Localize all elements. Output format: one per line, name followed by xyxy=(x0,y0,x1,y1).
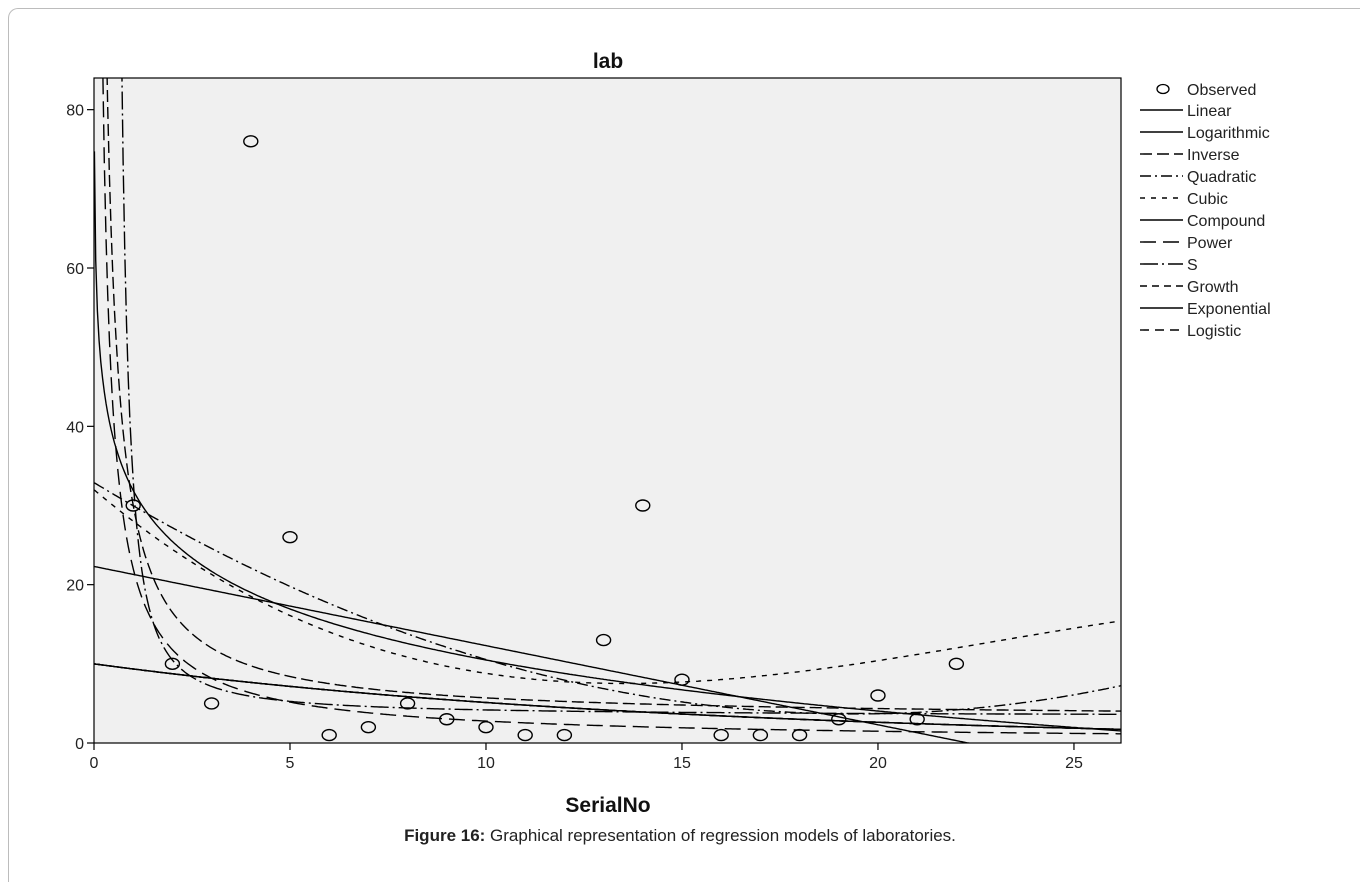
legend-label: Compound xyxy=(1187,213,1265,230)
curve-linear xyxy=(94,565,972,743)
observed-point xyxy=(556,728,573,742)
x-tick-label: 20 xyxy=(869,755,887,772)
legend-label: Logistic xyxy=(1187,323,1241,340)
axes: 0 20 40 60 80 0 5 10 15 20 25 xyxy=(66,103,1083,772)
curve-logistic xyxy=(94,663,1121,730)
x-tick-label: 25 xyxy=(1065,755,1083,772)
plot-area xyxy=(93,77,1122,744)
chart-title: lab xyxy=(593,50,623,73)
observed-point xyxy=(595,633,612,647)
legend-label: Power xyxy=(1187,235,1233,252)
observed-point xyxy=(752,728,769,742)
observed-point xyxy=(125,499,141,512)
y-tick-label: 40 xyxy=(66,419,84,436)
y-tick-label: 20 xyxy=(66,578,84,595)
curve-cubic xyxy=(94,489,1121,685)
observed-point xyxy=(948,657,965,671)
observed-point xyxy=(164,657,181,671)
x-axis-label: SerialNo xyxy=(565,794,650,817)
x-tick-label: 10 xyxy=(477,755,495,772)
caption-text: Graphical representation of regression m… xyxy=(485,826,956,845)
observed-point xyxy=(243,135,259,148)
observed-point xyxy=(713,728,729,742)
observed-point xyxy=(909,713,925,726)
fit-curves xyxy=(94,78,1121,743)
y-tick-label: 80 xyxy=(66,103,84,120)
curve-logarithmic xyxy=(94,151,1121,732)
observed-point xyxy=(360,720,377,734)
y-tick-label: 60 xyxy=(66,261,84,278)
legend-label: Logarithmic xyxy=(1187,125,1270,142)
observed-points xyxy=(125,135,965,742)
curve-inverse xyxy=(106,78,1121,712)
caption-label: Figure 16: xyxy=(404,826,486,845)
curve-quadratic xyxy=(94,482,1121,715)
curve-s xyxy=(121,78,1121,715)
observed-point xyxy=(870,689,886,702)
observed-point xyxy=(399,697,416,710)
legend-label: Linear xyxy=(1187,103,1232,120)
observed-point xyxy=(282,530,298,544)
x-tick-label: 0 xyxy=(90,755,99,772)
legend: Observed Linear Logarithmic Inverse Quadrati… xyxy=(1140,82,1271,340)
observed-point xyxy=(674,673,690,686)
x-tick-label: 15 xyxy=(673,755,691,772)
observed-point xyxy=(439,713,455,726)
observed-point xyxy=(517,728,533,742)
observed-point xyxy=(478,720,494,734)
observed-point xyxy=(203,697,220,710)
legend-label: Observed xyxy=(1187,82,1256,99)
observed-point xyxy=(831,713,847,726)
observed-point xyxy=(635,499,651,512)
figure-frame xyxy=(8,8,1360,882)
legend-label: Exponential xyxy=(1187,301,1271,318)
x-tick-label: 5 xyxy=(286,755,295,772)
legend-marker-observed xyxy=(1156,83,1170,95)
legend-label: Growth xyxy=(1187,279,1239,296)
figure-caption: Figure 16: Graphical representation of r… xyxy=(0,826,1360,846)
legend-label: Cubic xyxy=(1187,191,1228,208)
legend-label: S xyxy=(1187,257,1198,274)
observed-point xyxy=(791,728,808,742)
legend-label: Inverse xyxy=(1187,147,1240,164)
observed-point xyxy=(321,728,337,742)
legend-label: Quadratic xyxy=(1187,169,1256,186)
y-tick-label: 0 xyxy=(75,736,84,753)
